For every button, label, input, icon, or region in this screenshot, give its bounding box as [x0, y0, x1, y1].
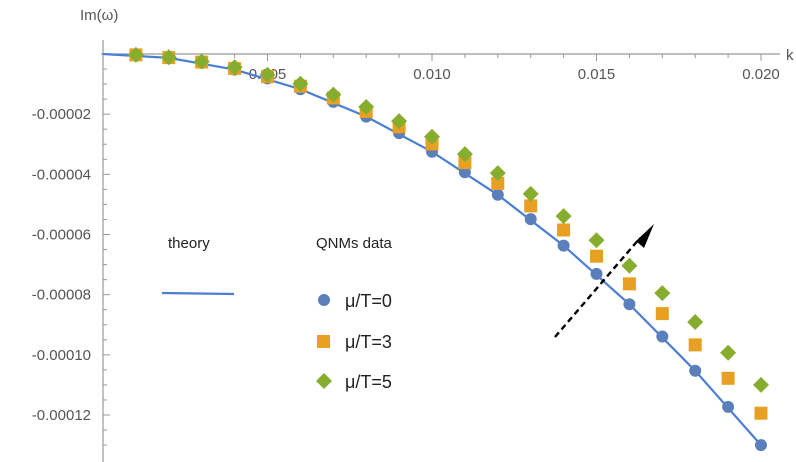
point-mu3 — [590, 249, 603, 263]
legend-entry-mu5: μ/T=5 — [345, 372, 392, 392]
point-mu5 — [621, 257, 638, 274]
point-mu5 — [160, 49, 177, 66]
point-mu5 — [358, 98, 375, 115]
point-mu3 — [655, 307, 669, 321]
point-mu3 — [688, 338, 702, 352]
point-mu5 — [489, 165, 506, 182]
point-mu0 — [524, 213, 537, 226]
point-mu0 — [458, 166, 471, 179]
legend-theory-line — [161, 291, 235, 296]
y-tick-label: -0.00002 — [32, 106, 91, 123]
trend-arrow-shaft — [554, 237, 641, 338]
point-mu5 — [325, 86, 342, 103]
x-axis-label: k — [786, 47, 794, 64]
point-mu0 — [590, 267, 603, 280]
point-mu5 — [456, 146, 473, 163]
legend-entry-mu3: μ/T=3 — [345, 332, 392, 352]
y-tick-label: -0.00008 — [32, 287, 91, 304]
trend-arrow — [554, 224, 654, 338]
point-mu5 — [424, 128, 440, 145]
point-mu3 — [557, 223, 571, 237]
point-mu0 — [557, 239, 570, 252]
x-tick-label: 0.020 — [742, 66, 780, 83]
legend-marker-diamond — [316, 373, 332, 389]
legend-theory-heading: theory — [168, 235, 210, 252]
y-tick-label: -0.00004 — [32, 166, 91, 183]
legend-marker-circle — [318, 294, 330, 306]
point-mu5 — [226, 59, 243, 76]
x-tick-label: 0.015 — [578, 66, 616, 83]
point-mu5 — [687, 314, 704, 331]
point-mu5 — [654, 285, 671, 302]
point-mu5 — [753, 376, 769, 393]
legend-data-heading: QNMs data — [316, 235, 393, 252]
legend-marker-square — [317, 335, 330, 348]
y-tick-label: -0.00006 — [32, 227, 91, 244]
point-mu5 — [588, 232, 605, 249]
y-axis-label: Im(ω) — [80, 7, 118, 24]
trend-arrow-head — [636, 224, 654, 248]
legend: theory QNMs data μ/T=0 μ/T=3 μ/T=5 — [161, 235, 393, 392]
point-mu5 — [391, 113, 408, 130]
point-mu5 — [259, 66, 276, 83]
point-mu5 — [522, 185, 539, 202]
point-mu3 — [622, 277, 636, 291]
axes: 0.0050.0100.0150.020-0.00002-0.00004-0.0… — [32, 40, 780, 462]
point-mu3 — [491, 176, 505, 190]
point-mu0 — [656, 330, 669, 343]
point-mu5 — [555, 208, 572, 225]
legend-entry-mu0: μ/T=0 — [345, 291, 392, 311]
point-mu0 — [722, 400, 735, 413]
point-mu0 — [755, 439, 767, 452]
point-mu0 — [689, 364, 702, 377]
y-tick-label: -0.00010 — [32, 347, 91, 364]
point-mu0 — [623, 298, 636, 311]
point-mu3 — [458, 156, 472, 170]
x-tick-label: 0.010 — [413, 66, 451, 83]
point-mu3 — [721, 371, 735, 385]
point-mu3 — [524, 199, 538, 213]
point-mu5 — [193, 53, 210, 70]
points-layer — [127, 46, 769, 452]
point-mu5 — [127, 46, 144, 63]
point-mu5 — [292, 75, 309, 92]
point-mu3 — [754, 406, 768, 420]
point-mu0 — [491, 188, 504, 201]
point-mu5 — [720, 344, 737, 361]
y-tick-label: -0.00012 — [32, 407, 91, 424]
